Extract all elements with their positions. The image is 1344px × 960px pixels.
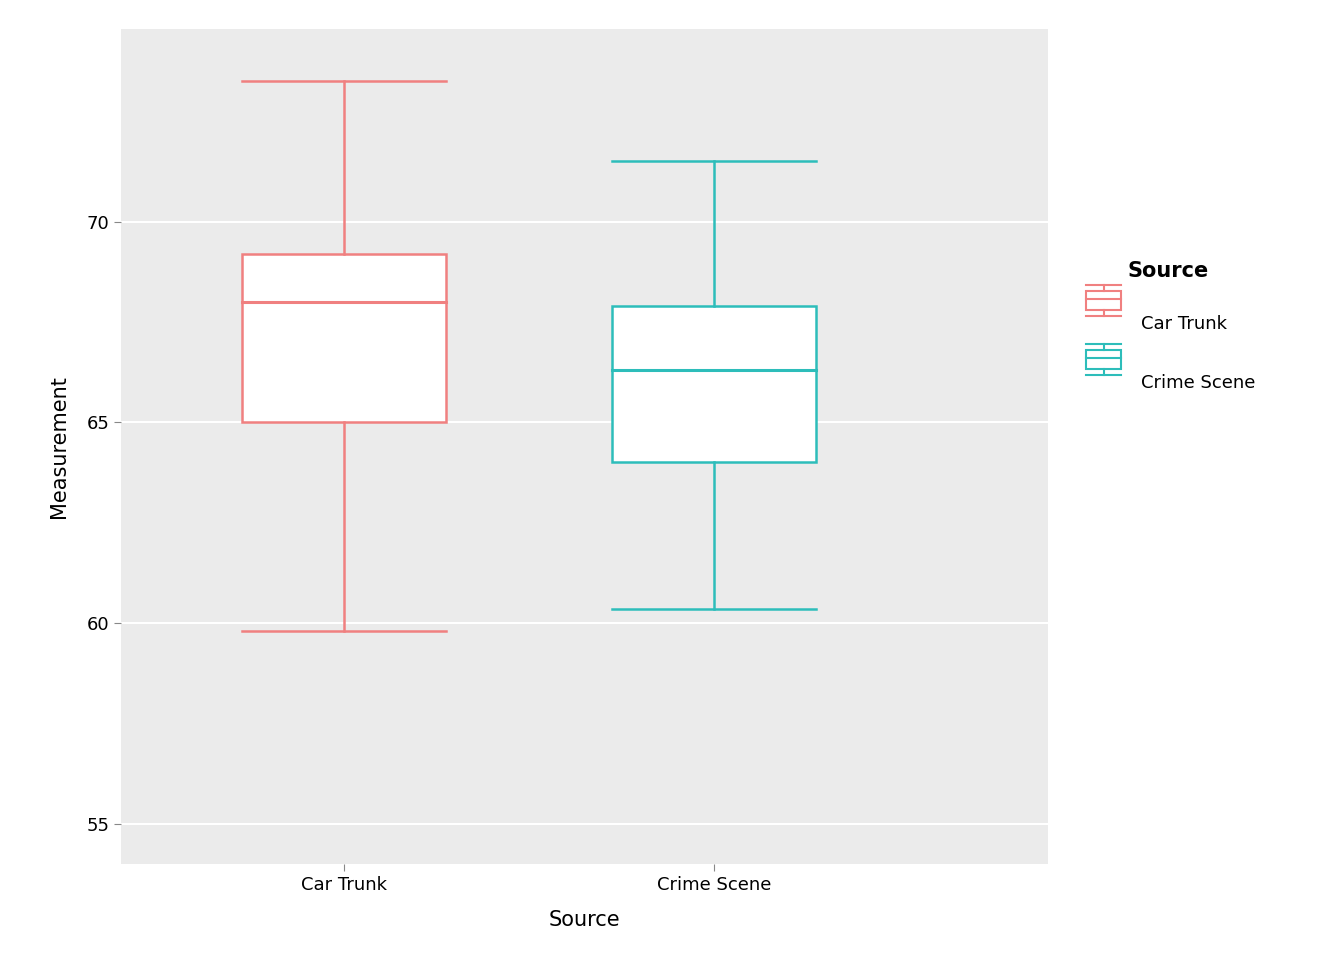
Legend: Car Trunk, Crime Scene: Car Trunk, Crime Scene [1067,247,1270,414]
X-axis label: Source: Source [548,910,621,930]
Bar [613,306,816,463]
Y-axis label: Measurement: Measurement [50,375,70,517]
Bar [242,253,445,422]
